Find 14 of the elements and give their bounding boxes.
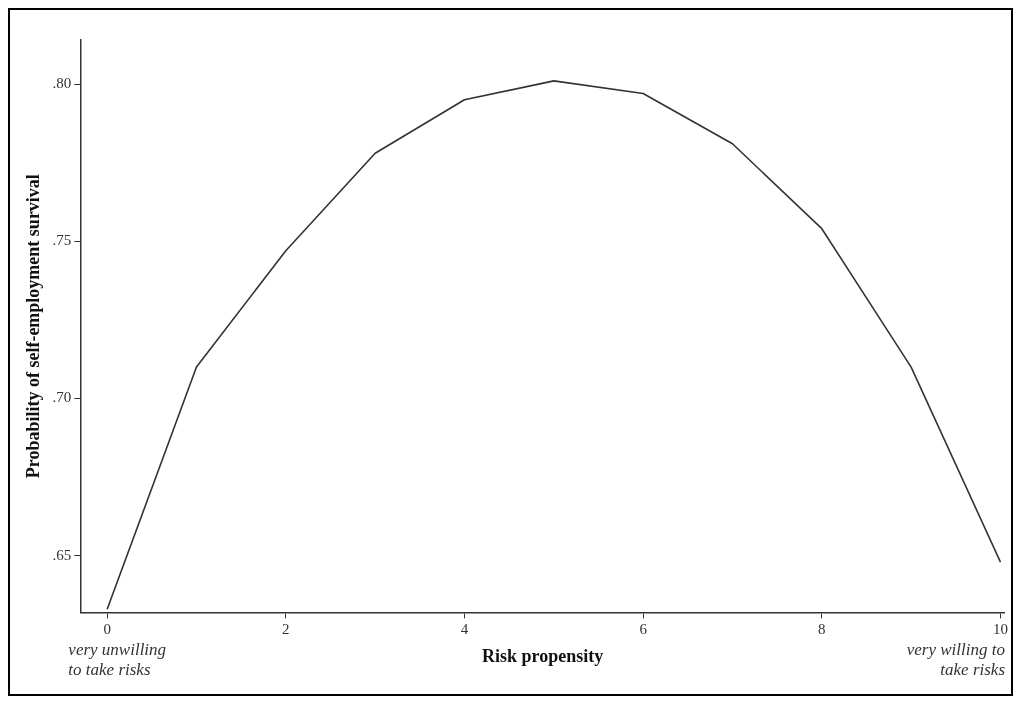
y-tick-label: .80 — [52, 74, 72, 91]
y-tick-label: .70 — [52, 389, 72, 406]
x-tick-label: 2 — [282, 621, 290, 638]
x-tick-label: 4 — [460, 621, 469, 638]
x-tick-label: 8 — [818, 621, 826, 638]
x-axis-title: Risk propensity — [482, 645, 604, 666]
y-tick-label: .75 — [52, 232, 72, 249]
x-tick-label: 6 — [639, 621, 648, 638]
x-tick-label: 0 — [103, 621, 111, 638]
text: very willing to take risks — [906, 640, 1006, 680]
y-tick-label: .65 — [52, 546, 72, 563]
y-axis-title: Probability of self-employment survival — [23, 174, 44, 479]
text: very unwilling to take risks — [68, 640, 167, 680]
x-tick-label: 10 — [992, 621, 1008, 638]
